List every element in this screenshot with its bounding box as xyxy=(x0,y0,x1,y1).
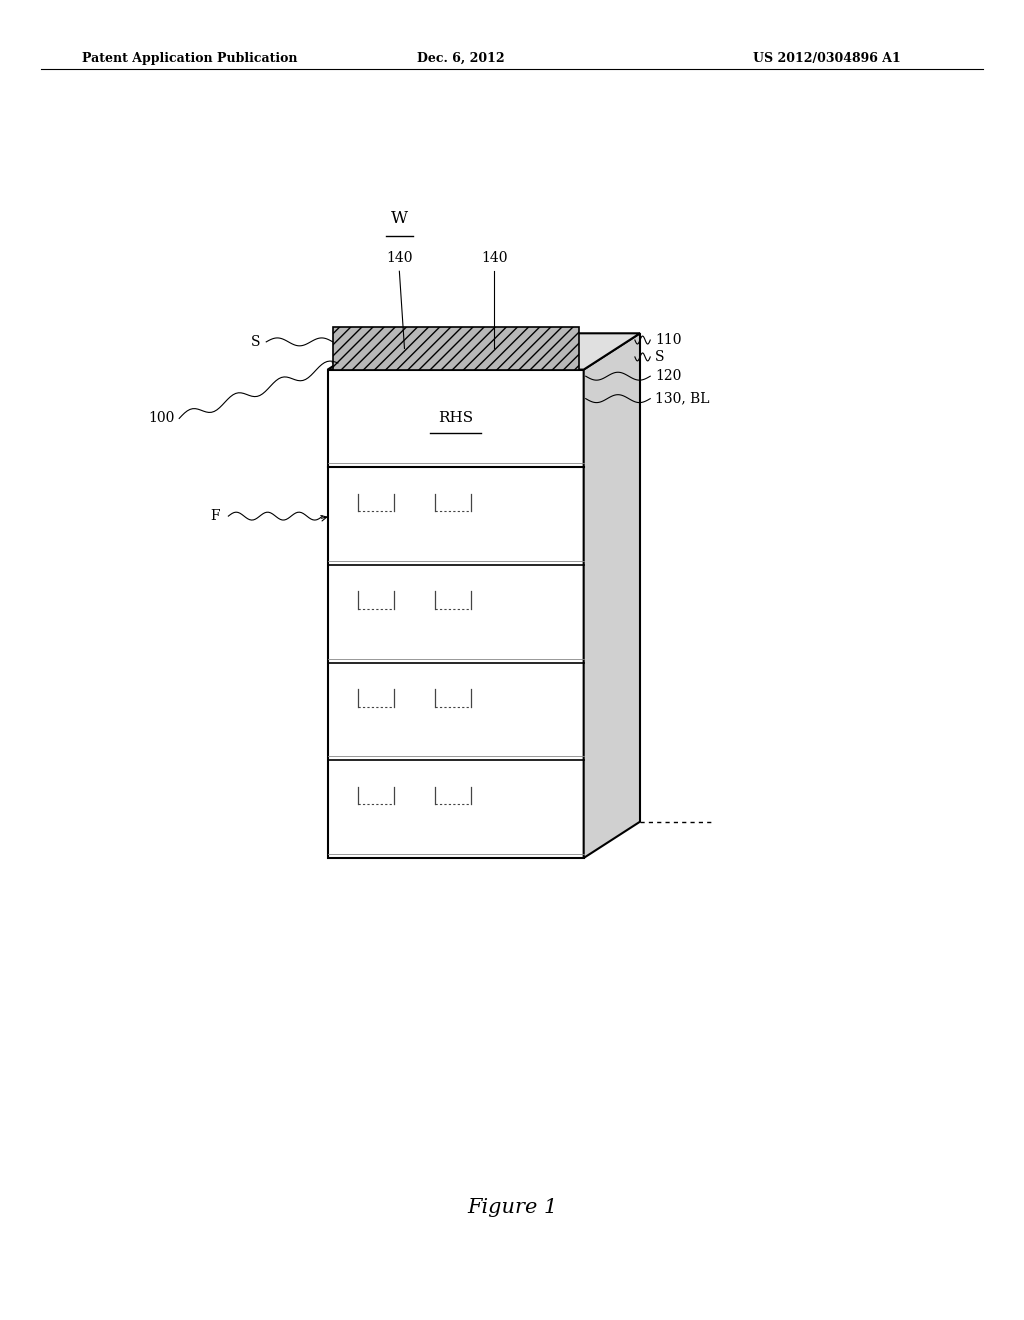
Text: US 2012/0304896 A1: US 2012/0304896 A1 xyxy=(754,51,901,65)
Text: W: W xyxy=(391,210,408,227)
Text: F: F xyxy=(210,510,219,523)
Text: 100: 100 xyxy=(148,412,175,425)
Bar xyxy=(333,327,579,370)
Polygon shape xyxy=(328,334,640,370)
Polygon shape xyxy=(328,370,584,858)
Polygon shape xyxy=(584,334,640,858)
Text: 140: 140 xyxy=(481,251,507,265)
Text: 140: 140 xyxy=(386,251,413,265)
Text: S: S xyxy=(251,335,260,348)
Text: 110: 110 xyxy=(655,333,682,347)
Text: S: S xyxy=(655,350,665,364)
Text: 120: 120 xyxy=(655,370,682,383)
Text: RHS: RHS xyxy=(438,412,473,425)
Text: 130, BL: 130, BL xyxy=(655,392,710,405)
Text: Dec. 6, 2012: Dec. 6, 2012 xyxy=(417,51,505,65)
Text: Figure 1: Figure 1 xyxy=(467,1199,557,1217)
Text: Patent Application Publication: Patent Application Publication xyxy=(82,51,297,65)
